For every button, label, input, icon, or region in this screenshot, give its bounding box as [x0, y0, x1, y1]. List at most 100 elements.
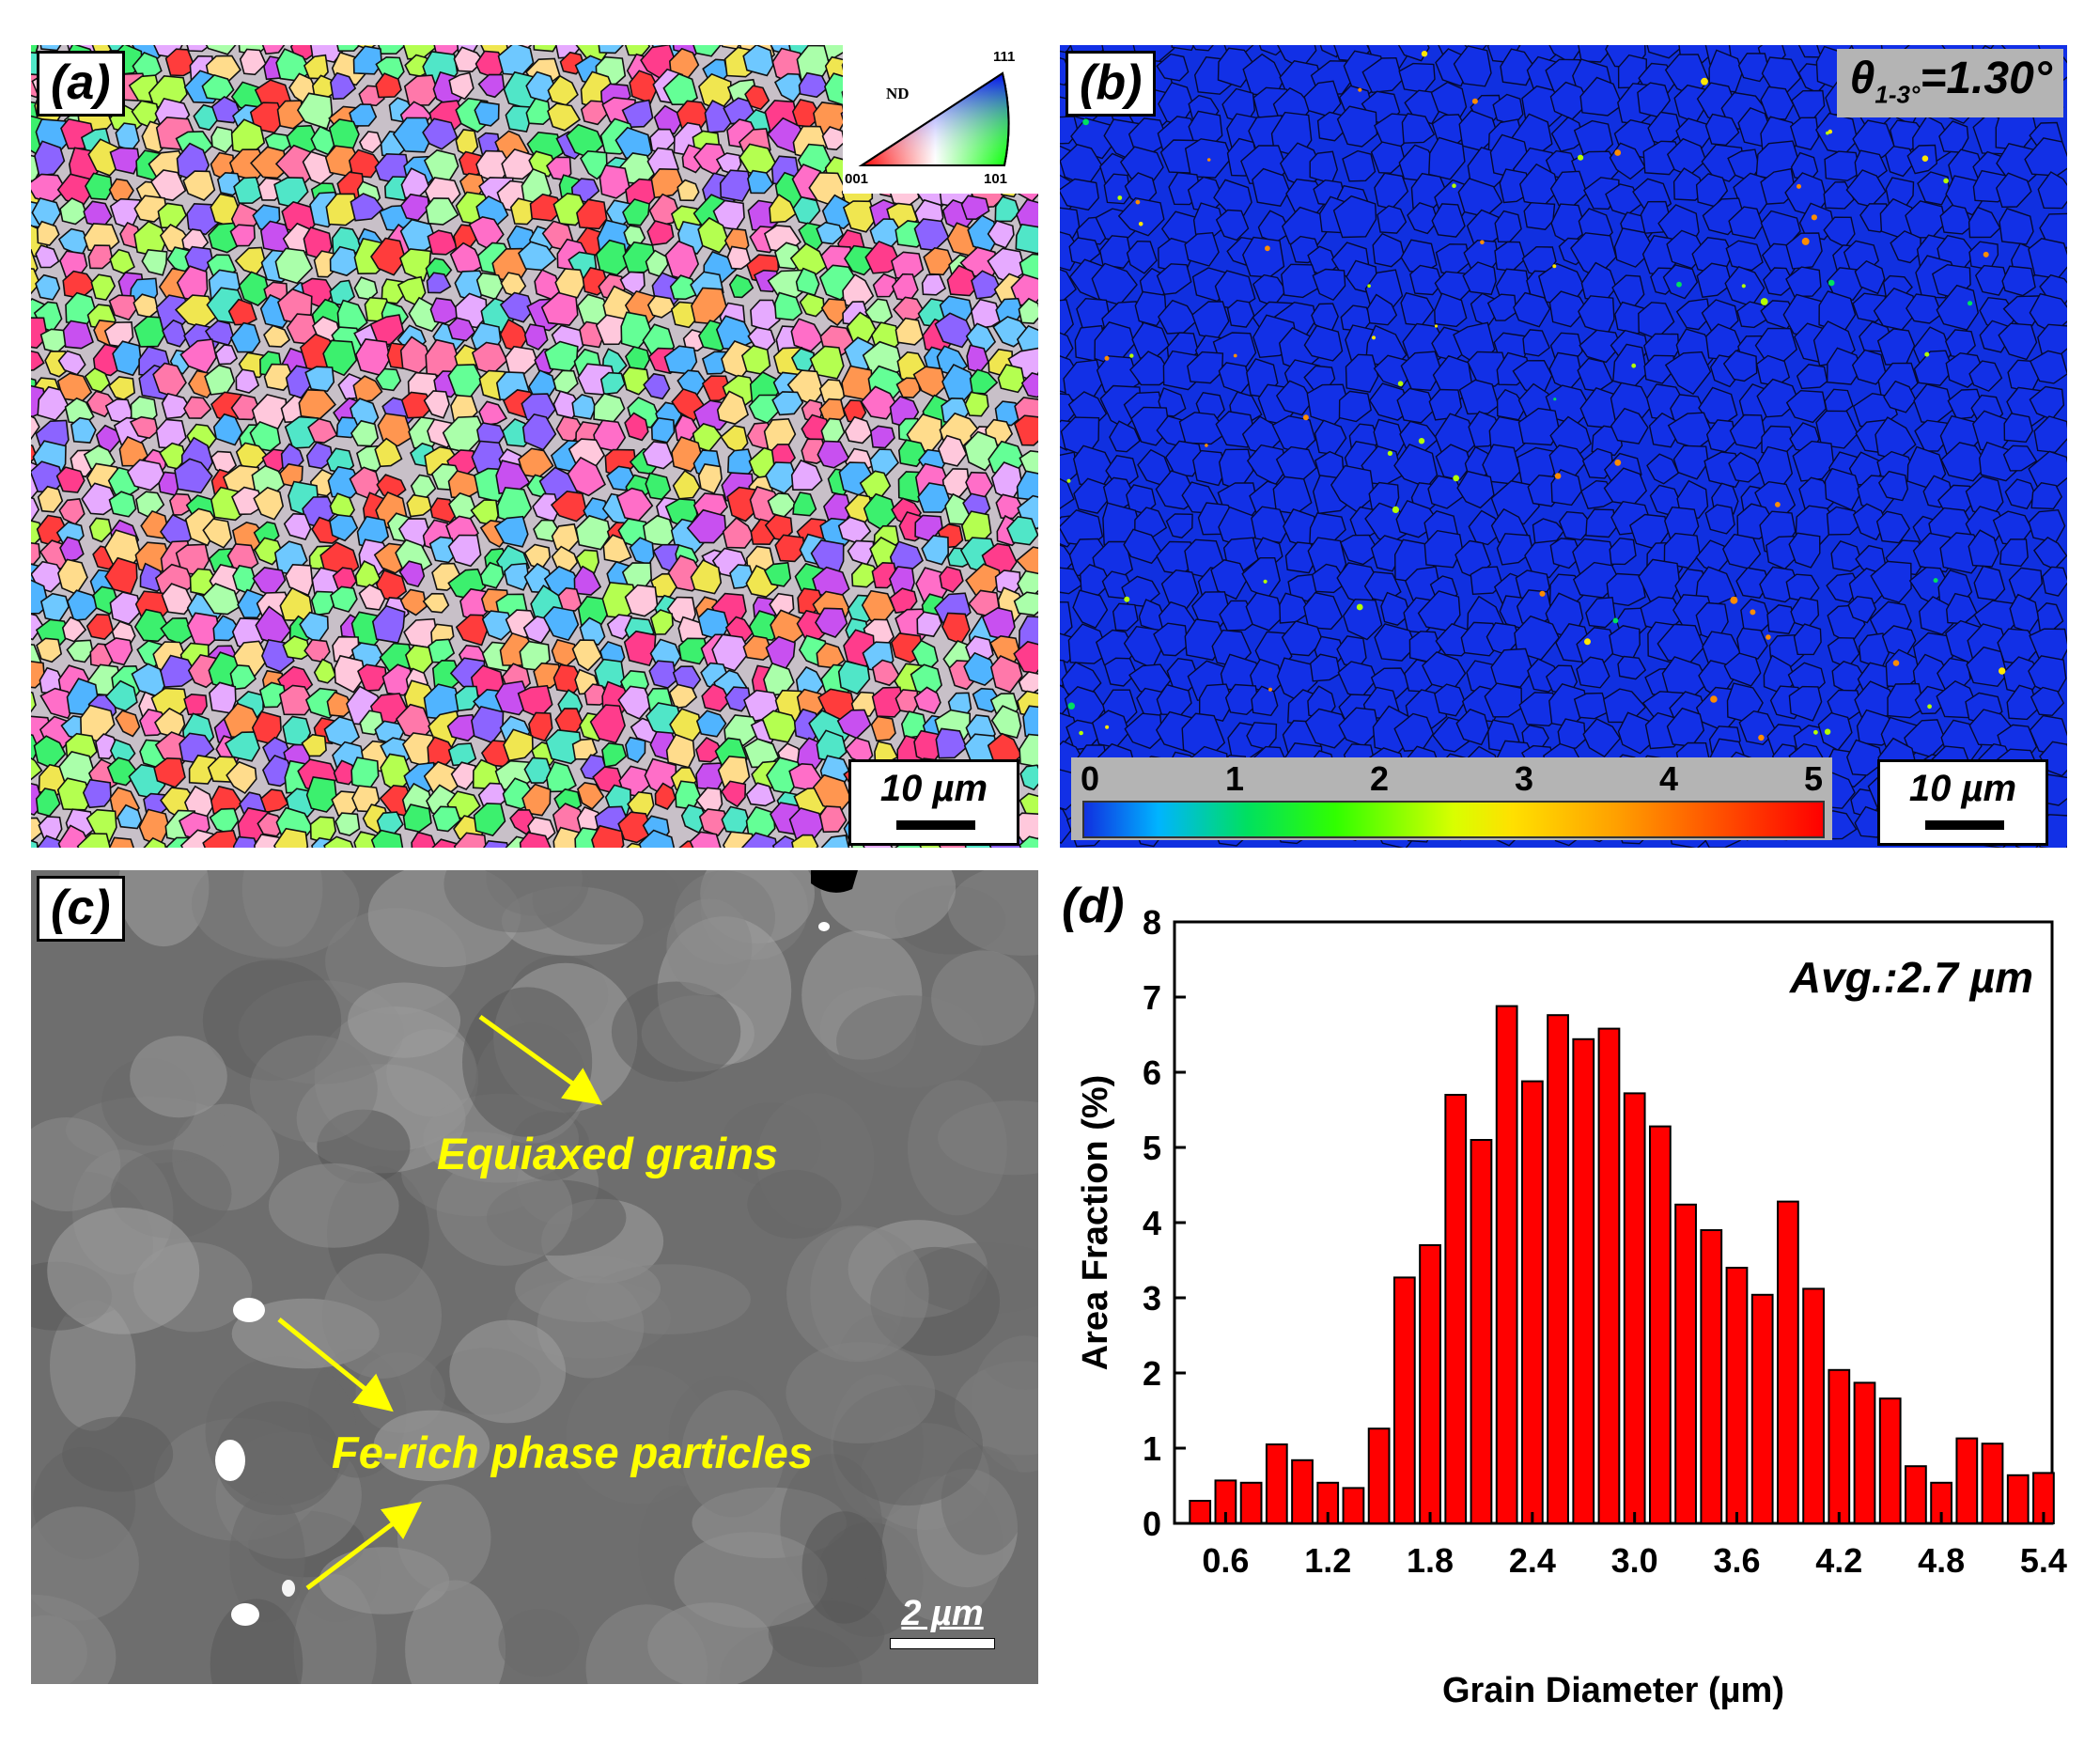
kam-grain — [1735, 567, 1770, 600]
kam-grain — [1914, 419, 1951, 452]
kam-grain — [1494, 210, 1522, 243]
ipf-grain — [399, 193, 430, 222]
ipf-grain — [721, 805, 751, 835]
kam-highlight — [1758, 734, 1765, 741]
sem-grain — [971, 1335, 1038, 1473]
ipf-grain — [552, 663, 584, 694]
ipf-grain — [1019, 835, 1038, 848]
ipf-grain — [677, 179, 700, 202]
kam-grain — [1722, 350, 1758, 382]
sem-grain — [397, 1484, 491, 1592]
kam-grain — [1737, 53, 1770, 83]
sem-grain — [820, 870, 957, 939]
ipf-grain — [329, 514, 359, 542]
kam-highlight — [1418, 438, 1425, 445]
histogram-bar — [1802, 1287, 1825, 1524]
ipf-grain — [550, 490, 588, 523]
kam-grain — [1123, 528, 1162, 565]
y-tick-label: 0 — [1143, 1505, 1161, 1543]
sem-grain — [31, 1506, 139, 1621]
kam-grain — [1760, 86, 1795, 120]
ipf-grain — [352, 45, 383, 75]
kam-grain — [1913, 350, 1954, 386]
ipf-grain — [790, 459, 823, 491]
kam-grain — [1377, 205, 1408, 234]
histogram-bar — [1392, 1276, 1416, 1524]
ipf-grain — [330, 585, 358, 613]
ipf-grain — [235, 368, 260, 394]
kam-grain — [1490, 647, 1533, 688]
kam-grain — [1766, 604, 1797, 634]
kam-highlight — [1263, 579, 1268, 584]
kam-grain — [1823, 180, 1855, 210]
ipf-grain — [939, 566, 964, 594]
kam-grain — [1374, 172, 1409, 210]
kam-grain — [1368, 382, 1411, 421]
ipf-grain — [35, 244, 60, 269]
ipf-grain — [571, 639, 603, 672]
ipf-grain — [330, 71, 357, 101]
pore-defect — [811, 870, 858, 893]
panel-a-scale-bar: 10 µm — [848, 759, 1019, 846]
y-tick-label: 8 — [1143, 903, 1161, 942]
ipf-grain — [348, 148, 381, 179]
histogram-bar — [1648, 1125, 1672, 1524]
kam-highlight — [1129, 353, 1134, 358]
ipf-grain — [209, 681, 237, 714]
ipf-grain — [686, 508, 727, 544]
kam-grain — [1579, 76, 1624, 117]
kam-grain — [1728, 206, 1764, 240]
ipf-grain — [87, 244, 114, 270]
kam-grain — [1815, 112, 1859, 154]
ipf-grain — [169, 492, 195, 516]
ipf-grain — [174, 458, 213, 494]
ipf-grain — [34, 140, 66, 177]
kam-grain — [2024, 137, 2067, 177]
sem-grain — [666, 898, 753, 996]
sem-micrograph — [31, 870, 1038, 1684]
sem-grain — [747, 1169, 842, 1240]
kam-grain — [1060, 451, 1078, 484]
ipf-grain — [36, 220, 60, 246]
ipf-grain — [249, 101, 286, 134]
kam-grain — [1309, 150, 1339, 185]
panel-d-label: (d) — [1062, 879, 1124, 933]
ipf-grain — [913, 218, 950, 252]
kam-highlight — [1066, 478, 1071, 483]
ipf-grain — [108, 376, 136, 401]
kam-grain — [1252, 167, 1290, 207]
kam-grain — [1708, 49, 1744, 93]
ipf-grain — [771, 835, 798, 848]
histogram-bar — [1265, 1443, 1288, 1524]
ipf-grain — [422, 592, 450, 614]
ipf-grain — [328, 118, 360, 151]
ipf-grain — [504, 562, 530, 591]
ipf-grain — [934, 312, 973, 349]
sem-grain — [585, 1604, 708, 1684]
kam-grain — [1815, 410, 1859, 449]
ipf-grain — [109, 197, 141, 230]
ipf-grain — [37, 485, 64, 513]
ipf-grain — [160, 654, 198, 688]
ipf-grain — [263, 363, 295, 392]
panel-a-scale-line — [896, 820, 975, 830]
sem-grain — [31, 1614, 87, 1684]
ipf-grain — [650, 416, 676, 444]
ipf-grain — [257, 812, 286, 837]
ipf-grain — [723, 714, 762, 747]
ipf-grain — [352, 375, 383, 403]
kam-grain — [1736, 301, 1770, 329]
ipf-grain — [350, 193, 384, 222]
ipf-grain — [654, 782, 677, 810]
kam-grain — [1647, 111, 1683, 147]
ipf-grain — [258, 681, 287, 709]
kam-grain — [1851, 349, 1887, 385]
kam-grain — [1251, 506, 1289, 544]
kam-grain — [2001, 265, 2036, 297]
ipf-grain — [724, 686, 752, 712]
kam-grain — [1793, 623, 1822, 656]
ipf-grain — [692, 45, 722, 57]
ipf-grain — [871, 686, 906, 718]
kam-grain — [1060, 807, 1074, 844]
ipf-grain — [721, 780, 747, 808]
